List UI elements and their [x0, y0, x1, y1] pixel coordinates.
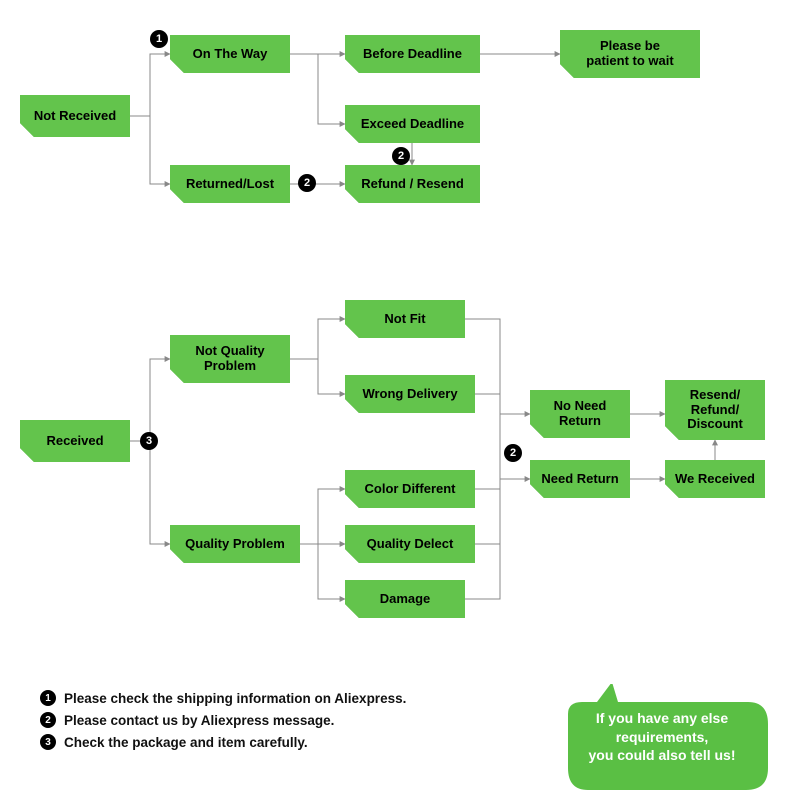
node-returned_lost: Returned/Lost [170, 165, 290, 203]
marker-3: 3 [140, 432, 158, 450]
node-not_quality: Not Quality Problem [170, 335, 290, 383]
edge-on_the_way-exceed_deadline [290, 54, 345, 124]
marker-1: 1 [150, 30, 168, 48]
node-label: Returned/Lost [186, 177, 274, 192]
node-color_diff: Color Different [345, 470, 475, 508]
edge-wrong_delivery-hub [475, 394, 500, 441]
footnotes: 1 Please check the shipping information o… [40, 684, 406, 756]
node-label: Not Quality Problem [195, 344, 264, 374]
node-label: Not Received [34, 109, 116, 124]
node-label: Color Different [365, 482, 456, 497]
node-need_return: Need Return [530, 460, 630, 498]
node-no_need_return: No Need Return [530, 390, 630, 438]
footnote-row: 2 Please contact us by Aliexpress message… [40, 712, 406, 728]
node-label: We Received [675, 472, 755, 487]
node-received: Received [20, 420, 130, 462]
edge-received-quality [130, 441, 170, 544]
speech-bubble-text: If you have any else requirements, you c… [588, 695, 735, 766]
node-label: On The Way [193, 47, 268, 62]
node-label: No Need Return [554, 399, 607, 429]
footnote-text: Please contact us by Aliexpress message. [64, 713, 334, 728]
node-before_deadline: Before Deadline [345, 35, 480, 73]
node-on_the_way: On The Way [170, 35, 290, 73]
node-exceed_deadline: Exceed Deadline [345, 105, 480, 143]
footnote-row: 3 Check the package and item carefully. [40, 734, 406, 750]
footnote-text: Check the package and item carefully. [64, 735, 308, 750]
node-not_received: Not Received [20, 95, 130, 137]
edge-not_received-returned_lost [130, 116, 170, 184]
node-label: Quality Problem [185, 537, 285, 552]
edge-quality-damage [300, 544, 345, 599]
node-label: Received [46, 434, 103, 449]
node-damage: Damage [345, 580, 465, 618]
node-label: Need Return [541, 472, 618, 487]
footnote-num: 1 [40, 690, 56, 706]
edge-not_quality-wrong_delivery [290, 359, 345, 394]
node-wrong_delivery: Wrong Delivery [345, 375, 475, 413]
edge-received-not_quality [130, 359, 170, 441]
node-label: Quality Delect [367, 537, 454, 552]
node-quality: Quality Problem [170, 525, 300, 563]
node-resend_refund_discount: Resend/ Refund/ Discount [665, 380, 765, 440]
node-label: Resend/ Refund/ Discount [687, 388, 743, 433]
edge-color_diff-hub [475, 441, 500, 489]
node-quality_defect: Quality Delect [345, 525, 475, 563]
node-please_wait: Please be patient to wait [560, 30, 700, 78]
edge-quality-color_diff [300, 489, 345, 544]
node-label: Not Fit [384, 312, 425, 327]
marker-2: 2 [298, 174, 316, 192]
footnote-text: Please check the shipping information on… [64, 691, 406, 706]
footnote-num: 2 [40, 712, 56, 728]
node-we_received: We Received [665, 460, 765, 498]
marker-2: 2 [504, 444, 522, 462]
node-refund_resend: Refund / Resend [345, 165, 480, 203]
node-label: Before Deadline [363, 47, 462, 62]
edge-quality_defect-hub [475, 441, 500, 544]
speech-bubble: If you have any else requirements, you c… [552, 684, 772, 776]
node-label: Wrong Delivery [362, 387, 457, 402]
node-not_fit: Not Fit [345, 300, 465, 338]
footnote-row: 1 Please check the shipping information o… [40, 690, 406, 706]
node-label: Please be patient to wait [586, 39, 673, 69]
marker-2: 2 [392, 147, 410, 165]
edge-not_quality-not_fit [290, 319, 345, 359]
footnote-num: 3 [40, 734, 56, 750]
edge-not_received-on_the_way [130, 54, 170, 116]
node-label: Exceed Deadline [361, 117, 464, 132]
node-label: Damage [380, 592, 431, 607]
edge-damage-hub [465, 441, 500, 599]
node-label: Refund / Resend [361, 177, 464, 192]
